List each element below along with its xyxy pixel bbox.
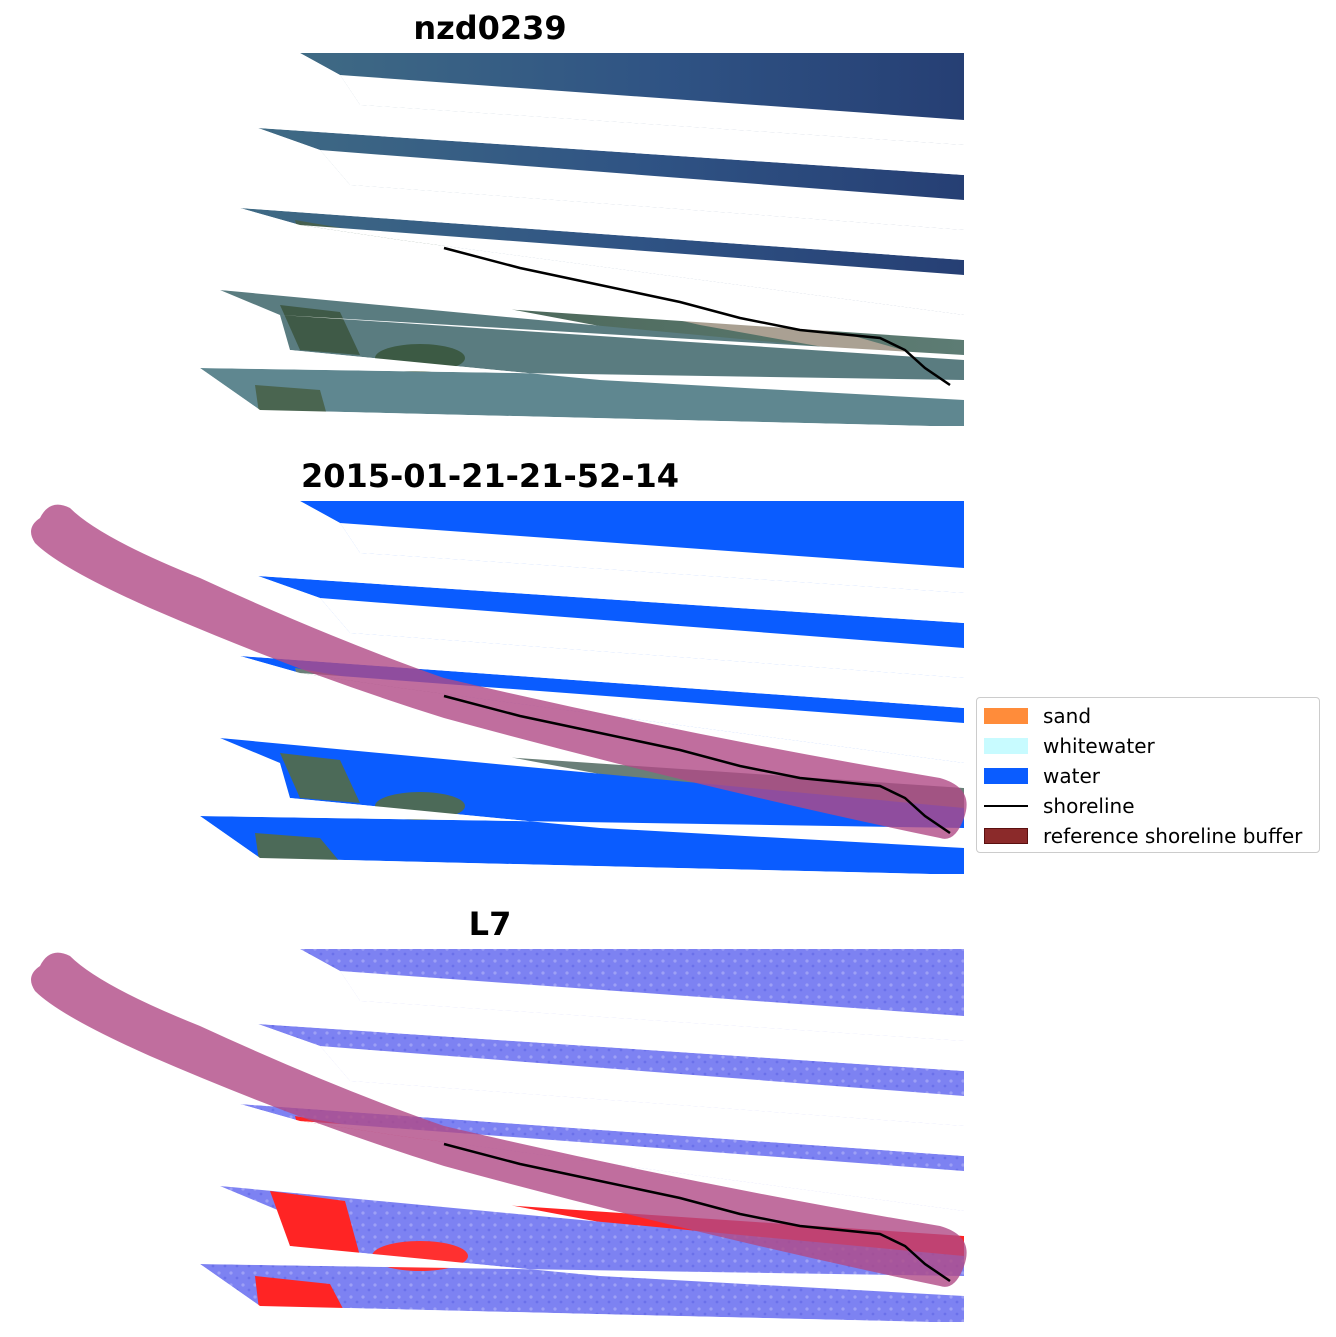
legend-label: water xyxy=(1043,764,1100,788)
sand-swatch xyxy=(984,708,1028,724)
legend-label: shoreline xyxy=(1043,794,1135,818)
legend-label: reference shoreline buffer xyxy=(1043,824,1303,848)
water-swatch xyxy=(984,768,1028,784)
shoreline-line xyxy=(443,246,951,387)
panel-title-rgb: nzd0239 xyxy=(413,9,567,47)
buffer-swatch xyxy=(984,828,1028,844)
index-image-panel xyxy=(0,946,1336,1326)
shoreline-line xyxy=(443,694,951,835)
class-water-band xyxy=(220,738,964,848)
rgb-image-panel xyxy=(0,50,1336,430)
index-land-patch xyxy=(270,1191,360,1256)
whitewater-swatch xyxy=(984,738,1028,754)
legend-label: whitewater xyxy=(1043,734,1155,758)
rgb-land-band xyxy=(220,290,964,400)
legend-label: sand xyxy=(1043,704,1092,728)
rgb-land-patch xyxy=(280,305,360,355)
reference-shoreline-buffer xyxy=(31,952,967,1287)
shoreline-line xyxy=(443,1142,951,1283)
classified-image-panel xyxy=(0,498,1336,878)
reference-shoreline-buffer xyxy=(31,504,967,839)
index-water-band xyxy=(220,1186,964,1296)
legend: sand whitewater water shoreline referenc… xyxy=(976,697,1320,853)
shoreline-swatch xyxy=(984,805,1028,807)
panel-title-index: L7 xyxy=(468,905,512,943)
panel-title-classified: 2015-01-21-21-52-14 xyxy=(300,457,680,495)
class-land-patch xyxy=(280,753,360,803)
